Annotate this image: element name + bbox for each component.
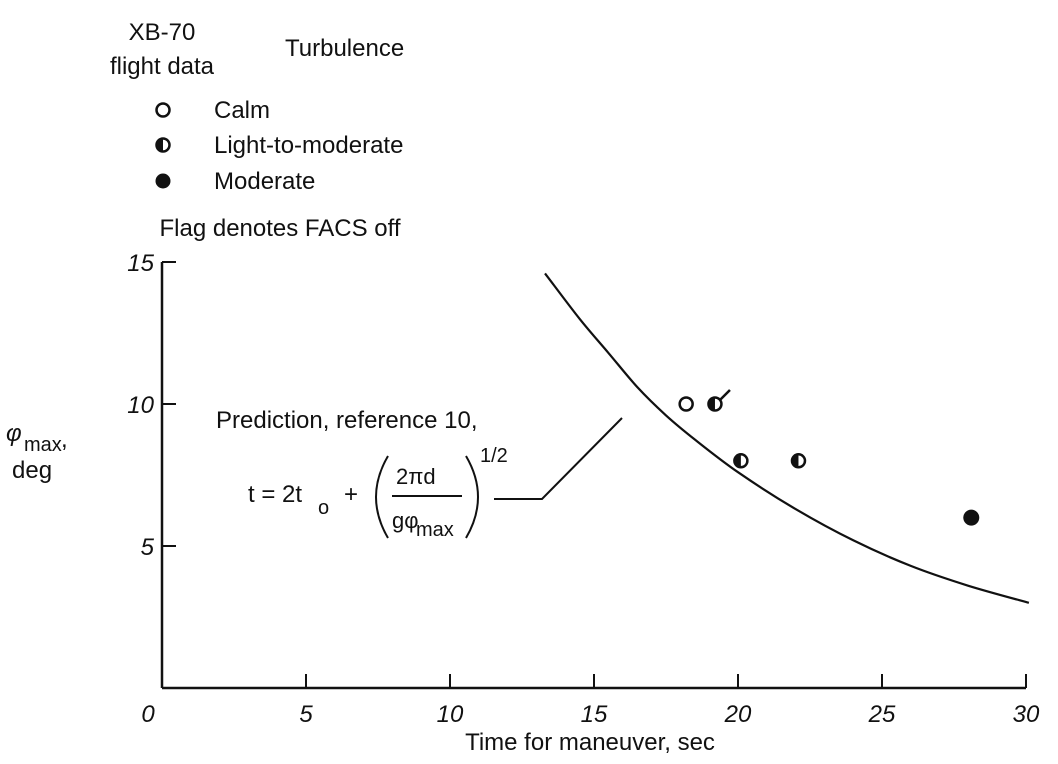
y-tick-label-5: 5 bbox=[141, 534, 155, 561]
formula-lhs: t = 2t bbox=[248, 481, 302, 508]
x-tick-label-0: 0 bbox=[141, 701, 155, 728]
x-tick-label-15: 15 bbox=[581, 701, 608, 728]
formula-plus: + bbox=[344, 481, 358, 508]
x-tick-label-5: 5 bbox=[299, 701, 313, 728]
legend: XB-70 flight data Turbulence Calm Light-… bbox=[110, 19, 404, 242]
x-tick-label-20: 20 bbox=[724, 701, 752, 728]
y-tick-label-10: 10 bbox=[127, 392, 154, 419]
y-tick-label-15: 15 bbox=[127, 250, 154, 277]
data-point-filled-0 bbox=[963, 509, 980, 526]
facs-off-flag bbox=[719, 389, 731, 401]
legend-marker-half bbox=[155, 137, 171, 153]
data-point-open-0 bbox=[678, 396, 694, 412]
legend-header-left-line1: XB-70 bbox=[129, 19, 196, 46]
formula-right-paren bbox=[465, 455, 479, 539]
x-axis-label: Time for maneuver, sec bbox=[465, 729, 715, 756]
prediction-annotation: Prediction, reference 10, t = 2t o + 2πd… bbox=[216, 407, 623, 541]
formula-lhs-subscript: o bbox=[318, 497, 329, 519]
legend-label-light-to-moderate: Light-to-moderate bbox=[214, 132, 403, 159]
prediction-curve bbox=[544, 272, 1030, 604]
data-points bbox=[678, 389, 980, 526]
data-point-half-1 bbox=[733, 453, 749, 469]
axis-ticks: 0 5 10 15 20 25 30 5 10 15 bbox=[127, 250, 1040, 728]
formula-denominator: gφ bbox=[392, 508, 419, 533]
legend-header-left-line2: flight data bbox=[110, 53, 215, 80]
prediction-annotation-text: Prediction, reference 10, bbox=[216, 407, 477, 434]
legend-marker-filled bbox=[155, 173, 171, 189]
x-tick-label-25: 25 bbox=[868, 701, 896, 728]
prediction-formula: t = 2t o + 2πd gφ max 1/2 bbox=[248, 445, 508, 541]
legend-note-flag: Flag denotes FACS off bbox=[159, 215, 400, 242]
data-point-half-0 bbox=[707, 389, 731, 412]
legend-marker-open bbox=[155, 102, 171, 118]
formula-denominator-subscript: max bbox=[416, 519, 454, 541]
formula-exponent: 1/2 bbox=[480, 445, 508, 467]
legend-label-moderate: Moderate bbox=[214, 168, 315, 195]
y-axis-label-unit: deg bbox=[12, 457, 52, 484]
data-point-half-2 bbox=[790, 453, 807, 469]
y-axis-label-symbol: φ bbox=[6, 420, 22, 447]
x-tick-label-30: 30 bbox=[1013, 701, 1040, 728]
annotation-leader-line bbox=[494, 417, 623, 500]
y-axis-label-comma: , bbox=[61, 426, 68, 453]
y-axis-label-subscript: max bbox=[24, 434, 62, 456]
legend-header-right: Turbulence bbox=[285, 35, 404, 62]
x-tick-label-10: 10 bbox=[437, 701, 464, 728]
legend-label-calm: Calm bbox=[214, 97, 270, 124]
y-axis-label: φ max , deg bbox=[6, 420, 68, 484]
formula-left-paren bbox=[375, 455, 389, 539]
formula-numerator: 2πd bbox=[396, 464, 436, 489]
